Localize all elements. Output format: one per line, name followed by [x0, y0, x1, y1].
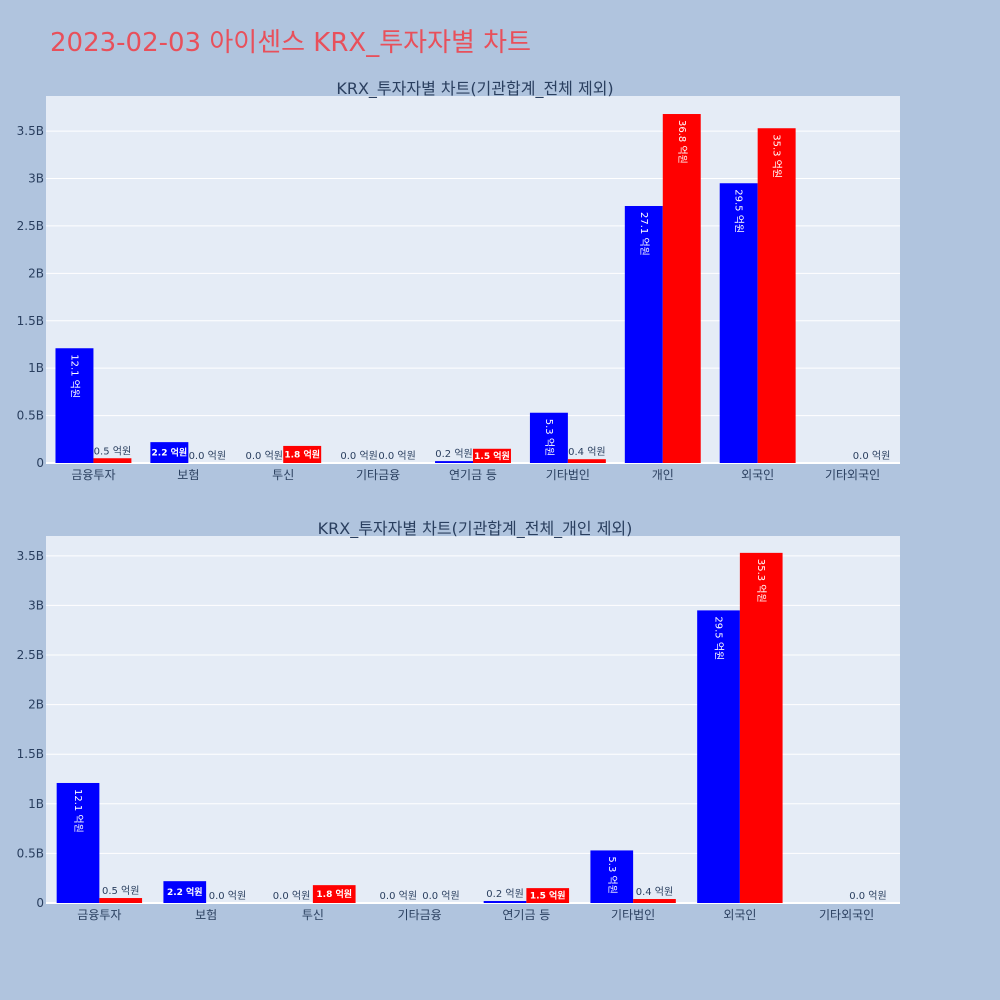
bar-value-label: 5.3 억원	[543, 419, 555, 456]
bar-value-label: 0.0 억원	[380, 890, 417, 902]
x-tick-label: 연기금 등	[502, 908, 550, 922]
chart-title: KRX_투자자별 차트(기관합계_전체 제외)	[336, 79, 613, 99]
bar-value-label: 0.0 억원	[853, 450, 890, 462]
bar-value-label: 35.3 억원	[755, 559, 767, 603]
bar-value-label: 12.1 억원	[72, 789, 84, 833]
bar-value-label: 0.0 억원	[189, 450, 226, 462]
page-title: 2023-02-03 아이센스 KRX_투자자별 차트	[50, 28, 532, 58]
bar-value-label: 0.0 억원	[422, 890, 459, 902]
chart-excluding-institutions: KRX_투자자별 차트(기관합계_전체 제외) 0 0.5B 1B 1.5B 2B 2.5B…	[17, 79, 900, 482]
y-tick-label: 0	[36, 896, 44, 910]
bar-value-label: 5.3 억원	[606, 856, 618, 893]
sell-bar	[526, 888, 570, 903]
bar-value-label: 0.5 억원	[102, 885, 139, 897]
y-tick-label: 3B	[28, 598, 44, 612]
x-tick-label: 기타외국인	[825, 468, 880, 482]
y-tick-label: 0.5B	[17, 846, 44, 860]
y-tick-label: 2B	[28, 266, 44, 280]
x-tick-label: 금융투자	[71, 468, 115, 482]
bar-value-label: 1.8 억원	[284, 448, 320, 460]
sell-bar	[93, 458, 132, 463]
sell-bar	[757, 128, 796, 463]
y-tick-label: 2B	[28, 698, 44, 712]
y-tick-label: 0.5B	[17, 409, 44, 423]
sell-bar	[662, 114, 701, 463]
bar-value-label: 0.2 억원	[486, 888, 523, 900]
x-tick-label: 투신	[272, 468, 294, 482]
x-tick-label: 보험	[177, 468, 199, 482]
sell-bar	[283, 445, 322, 463]
sell-bar	[99, 898, 143, 903]
x-tick-label: 금융투자	[77, 908, 121, 922]
y-tick-label: 0	[36, 456, 44, 470]
y-tick-label: 2.5B	[17, 648, 44, 662]
bar-value-label: 35.3 억원	[771, 134, 783, 178]
sell-bar	[633, 899, 676, 903]
buy-bar	[55, 348, 94, 463]
bar-value-label: 29.5 억원	[713, 616, 725, 660]
bar-value-label: 2.2 억원	[167, 886, 203, 898]
bar-value-label: 1.8 억원	[316, 888, 352, 900]
bar-value-label: 29.5 억원	[733, 189, 745, 233]
x-tick-label: 보험	[195, 908, 217, 922]
bar-value-label: 0.0 억원	[273, 890, 310, 902]
x-tick-label: 투신	[302, 908, 324, 922]
bar-value-label: 1.5 억원	[474, 450, 510, 462]
bar-value-label: 0.2 억원	[435, 448, 472, 460]
buy-bar	[590, 850, 634, 903]
bar-value-label: 0.0 억원	[340, 450, 377, 462]
chart-excluding-institutions-and-individuals: KRX_투자자별 차트(기관합계_전체_개인 제외) 0 0.5B 1B 1.5B 2B 2…	[17, 519, 900, 922]
x-tick-label: 기타법인	[546, 468, 590, 482]
bar-value-label: 1.5 억원	[530, 890, 566, 902]
x-tick-label: 기타금융	[398, 908, 442, 922]
chart-title: KRX_투자자별 차트(기관합계_전체_개인 제외)	[318, 519, 633, 539]
buy-bar	[719, 183, 758, 463]
buy-bar	[624, 206, 663, 463]
y-tick-label: 1B	[28, 797, 44, 811]
sell-bar	[739, 552, 783, 903]
bar-value-label: 0.0 억원	[849, 890, 886, 902]
x-tick-label: 기타법인	[611, 908, 655, 922]
y-tick-label: 2.5B	[17, 219, 44, 233]
buy-bar	[150, 442, 189, 463]
bar-value-label: 2.2 억원	[152, 447, 188, 459]
x-tick-label: 기타금융	[356, 468, 400, 482]
bar-value-label: 27.1 억원	[638, 212, 650, 256]
bar-value-label: 0.0 억원	[378, 450, 415, 462]
bar-value-label: 36.8 억원	[676, 120, 688, 164]
x-tick-label: 연기금 등	[449, 468, 497, 482]
y-tick-label: 3.5B	[17, 549, 44, 563]
bar-value-label: 0.5 억원	[94, 445, 131, 457]
y-tick-label: 1.5B	[17, 747, 44, 761]
buy-bar	[483, 901, 527, 903]
buy-bar	[163, 881, 207, 903]
bar-value-label: 12.1 억원	[68, 354, 80, 398]
sell-bar	[312, 885, 356, 903]
bar-value-label: 0.0 억원	[246, 450, 283, 462]
x-tick-label: 기타외국인	[819, 908, 874, 922]
y-tick-label: 3.5B	[17, 124, 44, 138]
y-tick-label: 1.5B	[17, 314, 44, 328]
buy-bar	[697, 610, 740, 903]
sell-bar	[473, 448, 511, 463]
buy-bar	[529, 412, 568, 463]
buy-bar	[56, 782, 100, 903]
bar-value-label: 0.4 억원	[636, 886, 673, 898]
bar-value-label: 0.0 억원	[209, 890, 246, 902]
x-tick-label: 외국인	[741, 468, 774, 482]
buy-bar	[435, 461, 473, 463]
y-tick-label: 3B	[28, 172, 44, 186]
sell-bar	[567, 459, 606, 463]
x-tick-label: 외국인	[723, 908, 756, 922]
y-tick-label: 1B	[28, 361, 44, 375]
x-tick-label: 개인	[652, 468, 674, 482]
bar-value-label: 0.4 억원	[568, 446, 605, 458]
